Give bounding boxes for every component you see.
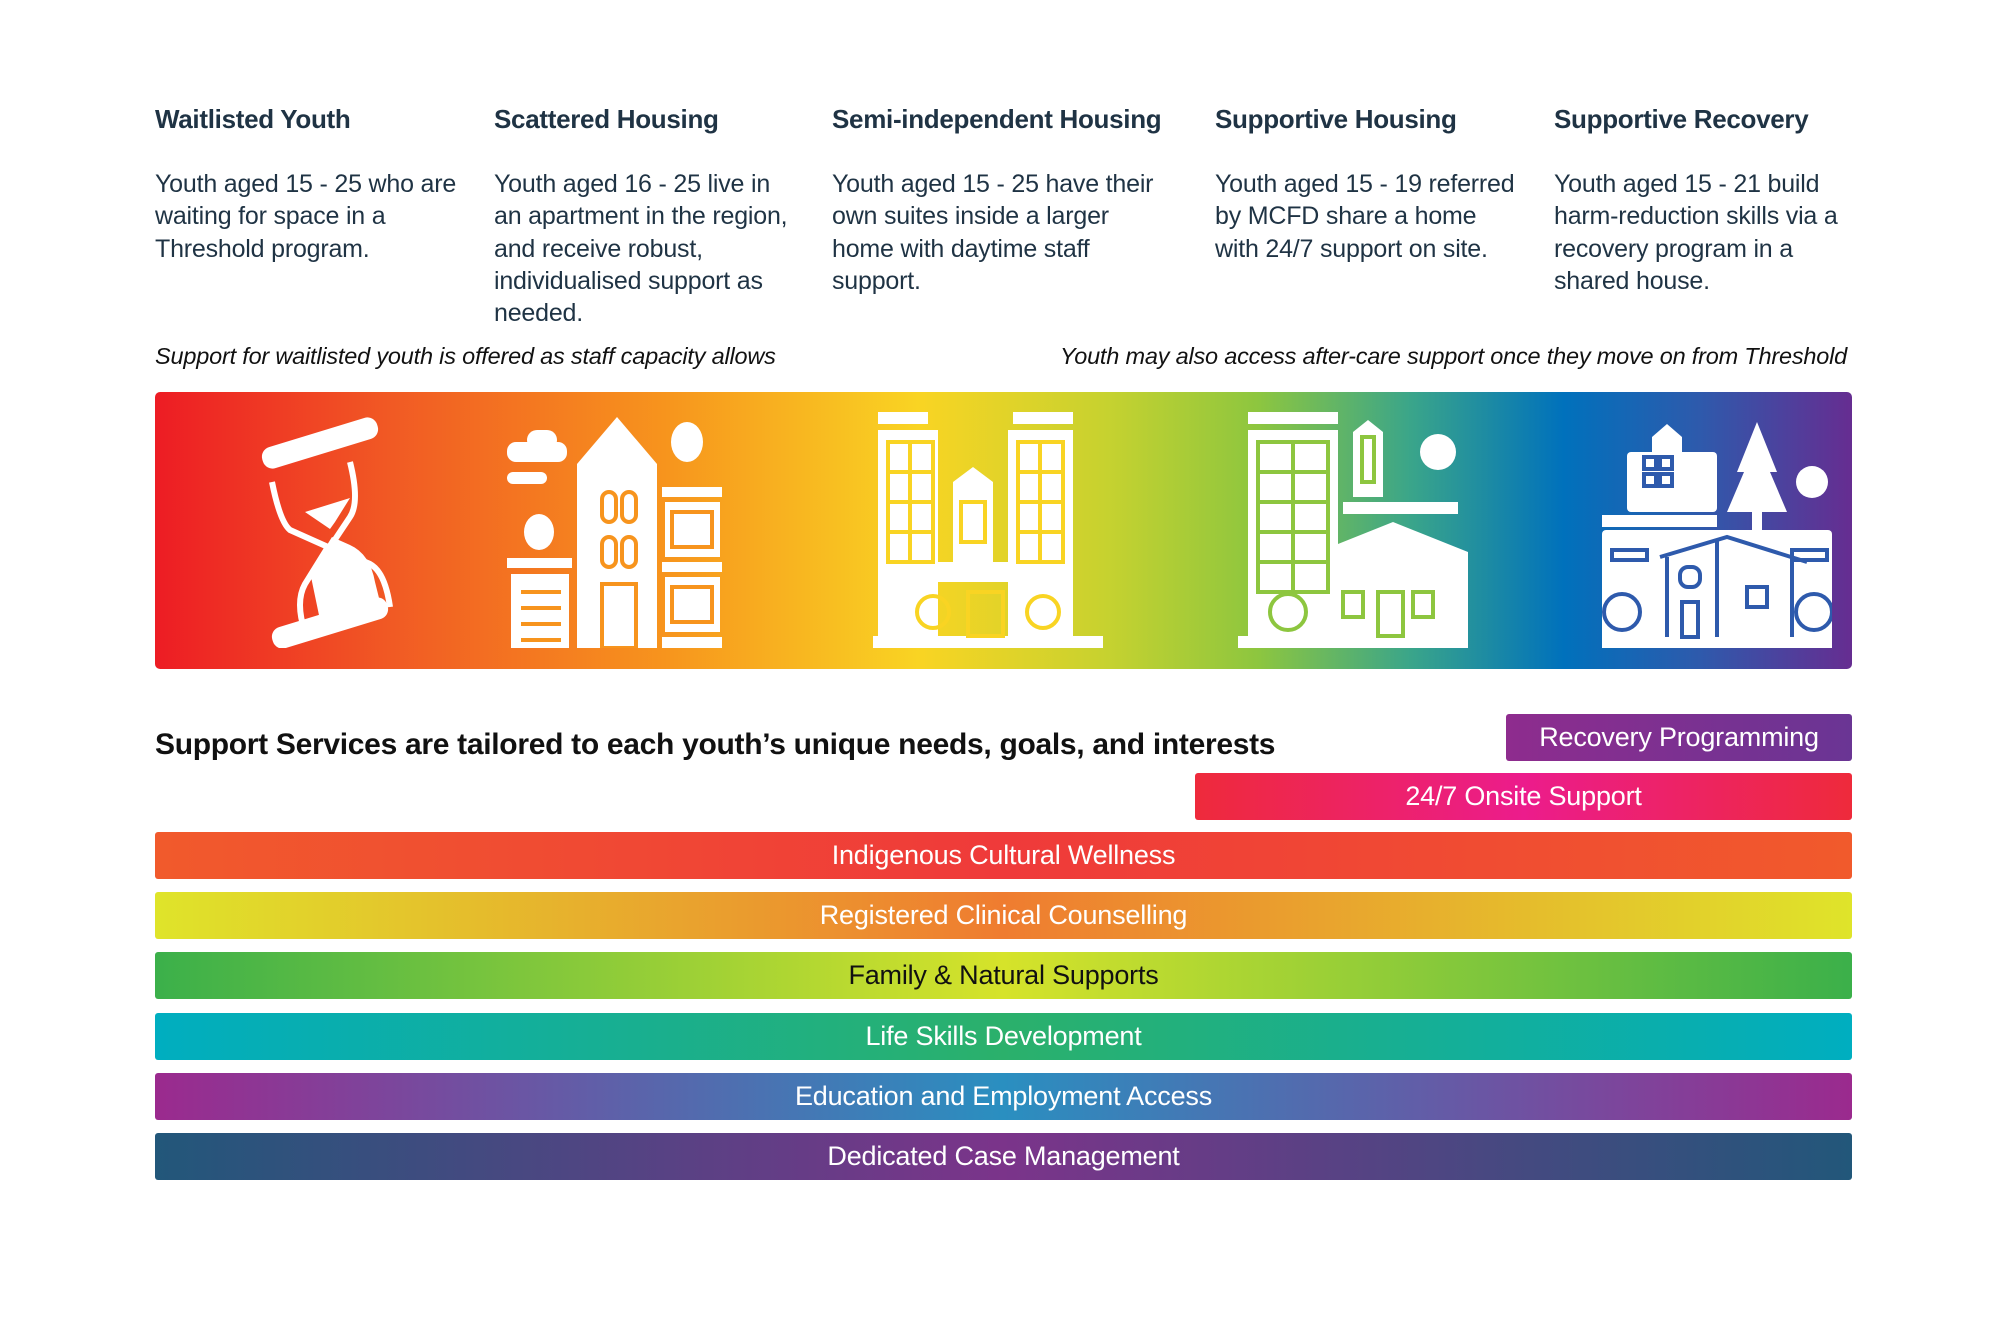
column-supportive-recovery: Supportive Recovery Youth aged 15 - 21 b… — [1554, 100, 1864, 297]
bar-indigenous-cultural-wellness: Indigenous Cultural Wellness — [155, 832, 1852, 879]
bar-label: Education and Employment Access — [794, 1081, 1213, 1111]
bar-label: Dedicated Case Management — [827, 1141, 1180, 1171]
column-description: Youth aged 15 - 21 build harm-reduction … — [1554, 170, 1838, 295]
bar-life-skills-development: Life Skills Development — [155, 1013, 1852, 1060]
bar-onsite-support: 24/7 Onsite Support — [1195, 773, 1852, 820]
column-description: Youth aged 16 - 25 live in an apartment … — [494, 170, 788, 328]
bar-label: Family & Natural Supports — [848, 960, 1159, 990]
column-description: Youth aged 15 - 25 have their own suites… — [832, 170, 1154, 295]
column-title: Scattered Housing — [494, 104, 719, 134]
supportive-home-icon — [1238, 412, 1468, 648]
bar-label: Recovery Programming — [1539, 722, 1819, 752]
bar-recovery-programming: Recovery Programming — [1506, 714, 1852, 761]
column-title: Supportive Recovery — [1554, 104, 1809, 134]
bar-dedicated-case-management: Dedicated Case Management — [155, 1133, 1852, 1180]
housing-banner — [155, 392, 1852, 669]
waitlist-note: Support for waitlisted youth is offered … — [155, 343, 776, 369]
apartment-complex-icon — [873, 412, 1103, 648]
recovery-house-icon — [1602, 422, 1832, 648]
services-heading: Support Services are tailored to each yo… — [155, 728, 1276, 761]
column-description: Youth aged 15 - 25 who are waiting for s… — [155, 170, 457, 263]
bar-label: Registered Clinical Counselling — [819, 900, 1188, 930]
column-title: Waitlisted Youth — [155, 104, 351, 134]
bar-education-employment-access: Education and Employment Access — [155, 1073, 1852, 1120]
column-waitlisted-youth: Waitlisted Youth Youth aged 15 - 25 who … — [155, 100, 465, 265]
column-scattered-housing: Scattered Housing Youth aged 16 - 25 liv… — [494, 100, 804, 329]
townhouse-icon — [507, 417, 722, 648]
column-title: Semi-independent Housing — [832, 104, 1162, 134]
column-supportive-housing: Supportive Housing Youth aged 15 - 19 re… — [1215, 100, 1525, 265]
column-title: Supportive Housing — [1215, 104, 1457, 134]
hourglass-icon — [261, 417, 393, 648]
bar-registered-clinical-counselling: Registered Clinical Counselling — [155, 892, 1852, 939]
column-semi-independent-housing: Semi-independent Housing Youth aged 15 -… — [832, 100, 1177, 297]
bar-family-natural-supports: Family & Natural Supports — [155, 952, 1852, 999]
bar-label: 24/7 Onsite Support — [1405, 781, 1642, 811]
aftercare-note: Youth may also access after-care support… — [1060, 343, 1847, 369]
bar-label: Indigenous Cultural Wellness — [831, 840, 1176, 870]
column-description: Youth aged 15 - 19 referred by MCFD shar… — [1215, 170, 1515, 263]
bar-label: Life Skills Development — [865, 1021, 1142, 1051]
